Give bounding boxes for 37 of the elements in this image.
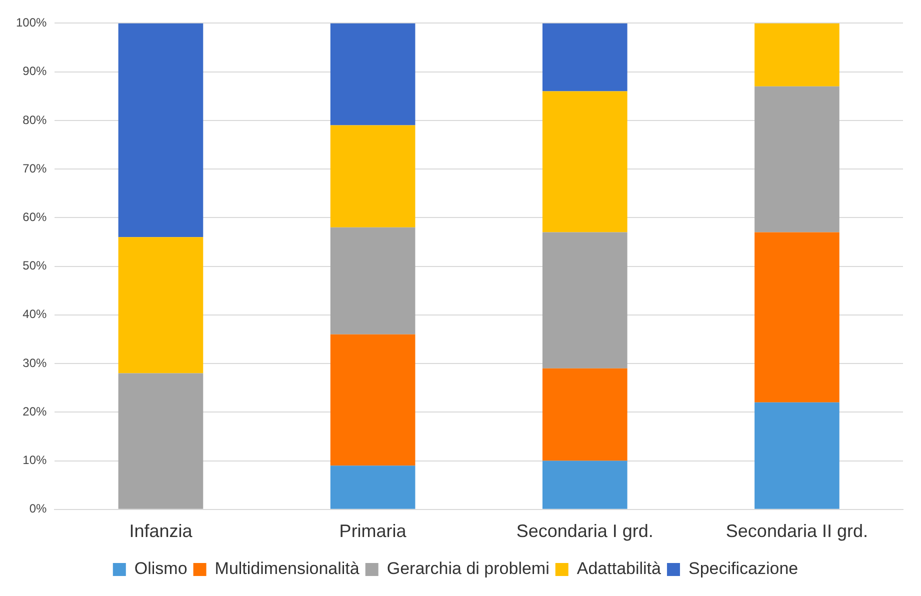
x-tick-label: Infanzia — [129, 521, 194, 542]
bar — [542, 460, 628, 509]
bar — [330, 23, 416, 126]
y-tick-label: 70% — [22, 161, 48, 176]
y-tick-label: 30% — [22, 356, 48, 370]
bar — [542, 91, 628, 232]
y-tick-label: 50% — [22, 258, 48, 273]
bar — [754, 86, 840, 232]
bar — [754, 23, 840, 86]
bar — [118, 373, 204, 509]
bar — [542, 23, 628, 92]
y-tick-label: 20% — [22, 404, 48, 418]
bar — [754, 232, 840, 402]
x-tick-label: Secondaria I grd. — [516, 521, 654, 542]
y-tick-label: 90% — [22, 64, 48, 78]
legend-label: Specificazione — [688, 559, 798, 578]
legend-label: Multidimensionalità — [214, 559, 360, 578]
y-tick-label: 60% — [22, 210, 48, 224]
x-tick-label: Primaria — [339, 521, 408, 542]
bar — [542, 368, 628, 461]
y-tick-label: 100% — [16, 16, 48, 30]
bar — [542, 232, 628, 368]
bar — [330, 334, 416, 466]
x-tick-label: Secondaria II grd. — [726, 521, 868, 542]
legend-label: Gerarchia di problemi — [386, 559, 550, 578]
legend-label: Olismo — [134, 559, 188, 578]
bar — [330, 227, 416, 334]
bar — [330, 466, 416, 509]
bar — [118, 237, 204, 374]
legend-label: Adattabilità — [576, 559, 662, 578]
bar — [330, 125, 416, 228]
bar — [754, 402, 840, 509]
y-tick-label: 0% — [29, 502, 48, 516]
y-tick-label: 10% — [22, 453, 48, 468]
bar — [118, 23, 204, 238]
y-tick-label: 40% — [22, 307, 48, 322]
y-tick-label: 80% — [22, 112, 48, 127]
